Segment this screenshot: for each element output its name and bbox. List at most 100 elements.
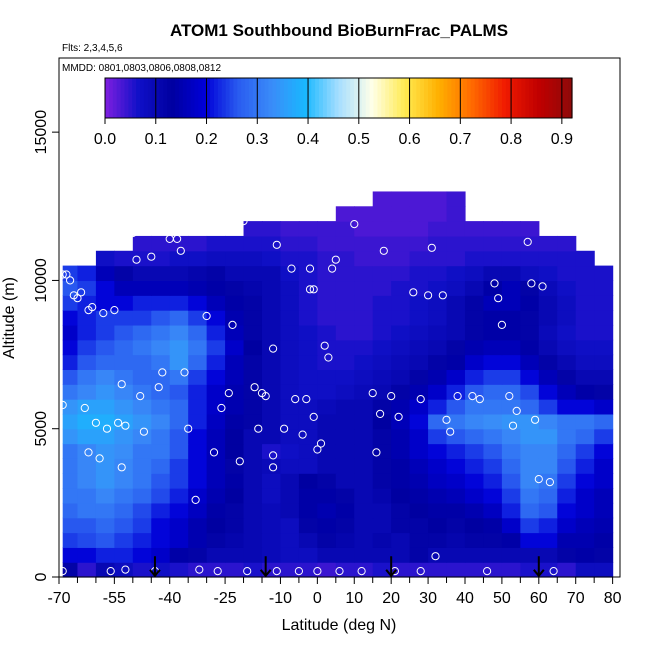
- heat-cell: [95, 473, 115, 489]
- heat-cell: [501, 547, 521, 563]
- heat-cell: [169, 532, 189, 548]
- heat-cell: [446, 191, 466, 207]
- heat-cell: [114, 562, 134, 578]
- heat-cell: [501, 443, 521, 459]
- heat-cell: [62, 547, 79, 563]
- heat-cell: [409, 369, 429, 385]
- heat-cell: [446, 532, 466, 548]
- heat-cell: [520, 473, 540, 489]
- heat-cell: [77, 354, 97, 370]
- heat-cell: [95, 488, 115, 504]
- arrow-head: [259, 569, 272, 578]
- arrow-marker: [259, 556, 272, 578]
- sample-point: [453, 392, 462, 401]
- heat-cell: [261, 413, 282, 430]
- heat-cell: [501, 221, 521, 237]
- heat-cell: [428, 250, 448, 267]
- heat-cell: [280, 532, 300, 548]
- heat-cell: [335, 384, 355, 400]
- heat-cell: [169, 310, 189, 326]
- heat-cell: [317, 532, 337, 548]
- heat-cell: [225, 235, 245, 252]
- heat-cell: [520, 547, 540, 563]
- heat-cell: [62, 562, 79, 578]
- sample-point: [335, 567, 344, 576]
- heat-cell: [409, 280, 429, 296]
- colorbar-segment: [544, 78, 550, 118]
- heat-cell: [354, 221, 374, 237]
- heat-cell: [446, 458, 466, 474]
- heat-cell: [483, 265, 503, 282]
- heat-cell: [594, 384, 614, 400]
- heat-cell: [372, 562, 392, 578]
- x-axis-label: Latitude (deg N): [282, 617, 397, 634]
- colorbar-segment: [159, 78, 164, 118]
- heat-cell: [95, 413, 115, 430]
- colorbar-segment: [533, 78, 538, 118]
- colorbar-segment: [412, 78, 417, 118]
- heat-cell: [464, 532, 485, 548]
- sample-point: [302, 395, 311, 404]
- sample-point: [291, 395, 300, 404]
- heat-cell: [575, 532, 595, 548]
- heat-cell: [188, 488, 208, 504]
- colorbar: 0.0 0.1 0.2 0.3 0.4 0.5 0.6 0.7 0.8 0.9: [94, 77, 573, 148]
- x-tick-label: -70: [47, 590, 70, 607]
- heat-cell: [538, 532, 558, 548]
- heat-cell: [169, 250, 189, 267]
- heat-cell: [151, 547, 171, 563]
- heat-cell: [483, 250, 503, 267]
- heat-cell: [483, 428, 503, 445]
- heat-cell: [206, 384, 226, 400]
- heat-cell: [538, 458, 558, 474]
- heat-cell: [354, 235, 374, 252]
- colorbar-segment: [540, 78, 546, 118]
- sample-point: [77, 288, 86, 297]
- heat-cell: [335, 413, 355, 430]
- heat-cell: [446, 443, 466, 459]
- heat-cell: [188, 354, 208, 370]
- heat-cell: [520, 517, 540, 534]
- heat-cell: [538, 562, 558, 578]
- heat-cell: [446, 547, 466, 563]
- colorbar-segment: [182, 78, 188, 118]
- heat-cell: [557, 295, 577, 311]
- colorbar-segment: [116, 78, 122, 118]
- heat-cell: [151, 473, 171, 489]
- colorbar-tick-label: 0.0: [94, 131, 116, 148]
- heat-cell: [464, 443, 485, 459]
- heat-cell: [114, 488, 134, 504]
- sample-point: [117, 380, 126, 389]
- arrow-marker: [149, 556, 161, 578]
- colorbar-segment: [428, 78, 433, 118]
- heat-cell: [243, 488, 263, 504]
- heat-cell: [62, 443, 79, 459]
- heat-cell: [354, 547, 374, 563]
- heat-cell: [62, 488, 79, 504]
- heat-cell: [261, 265, 282, 282]
- colorbar-segment: [560, 78, 565, 118]
- heat-cell: [188, 428, 208, 445]
- heat-cell: [132, 339, 152, 356]
- y-axis-label: Altitude (m): [1, 277, 18, 359]
- heat-cell: [95, 354, 115, 370]
- heat-cell: [188, 443, 208, 459]
- sample-point: [95, 454, 104, 463]
- heat-cell: [225, 458, 245, 474]
- heat-cell: [317, 221, 337, 237]
- heat-cell: [261, 443, 282, 459]
- colorbar-segment: [400, 78, 406, 118]
- heat-cell: [538, 265, 558, 282]
- heat-cell: [95, 458, 115, 474]
- colorbar-segment: [260, 78, 266, 118]
- y-axis: 0 5000 10000 15000: [33, 110, 59, 581]
- heat-cell: [409, 428, 429, 445]
- heat-cell: [594, 354, 614, 370]
- heat-cell: [428, 310, 448, 326]
- heat-cell: [464, 310, 485, 326]
- heat-cell: [372, 473, 392, 489]
- heat-cell: [446, 250, 466, 267]
- heat-cell: [372, 354, 392, 370]
- heat-cell: [575, 354, 595, 370]
- heat-cell: [501, 517, 521, 534]
